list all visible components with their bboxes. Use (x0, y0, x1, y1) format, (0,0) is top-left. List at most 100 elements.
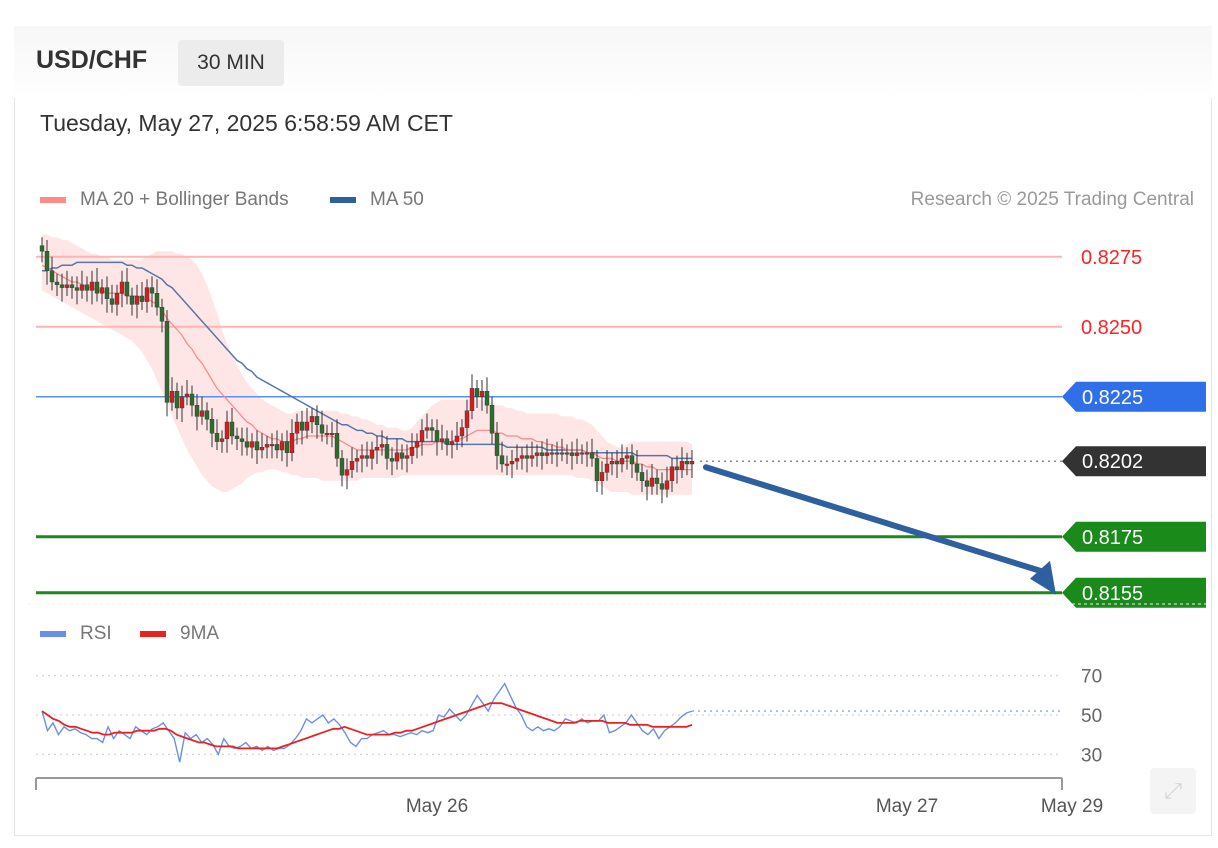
candle-body (649, 477, 655, 487)
level-label: 0.8275 (1081, 247, 1142, 269)
candle-body (404, 455, 410, 459)
legend-9ma: 9MA (140, 623, 219, 645)
candle-body (569, 452, 575, 456)
candle-body (394, 452, 400, 462)
candle-body (104, 287, 110, 300)
ma50-label: MA 50 (370, 189, 424, 210)
candle-body (309, 416, 315, 423)
level-tag (1062, 521, 1206, 552)
candle-body (224, 421, 230, 439)
candle-body (659, 483, 665, 490)
candle-body (579, 452, 585, 455)
candle-body (174, 391, 180, 409)
candle-body (564, 452, 570, 455)
level-label: 0.8175 (1082, 527, 1143, 549)
candle-body (284, 441, 290, 454)
forecast-arrow-head (1030, 560, 1056, 595)
candle-body (574, 452, 580, 456)
candle-body (374, 447, 380, 451)
level-label: 0.8155 (1082, 583, 1143, 605)
candle-body (474, 388, 480, 397)
candle-body (269, 444, 275, 447)
candle-body (559, 452, 565, 455)
symbol-title: USD/CHF (36, 46, 148, 74)
timeframe-button[interactable]: 30 MIN (178, 40, 284, 86)
candle-body (509, 461, 515, 465)
candle-body (189, 393, 195, 406)
candle-body (304, 421, 310, 431)
candle-body (179, 396, 185, 409)
research-credit: Research © 2025 Trading Central (910, 189, 1194, 210)
candle-body (139, 295, 145, 302)
level-label: 0.8202 (1082, 451, 1143, 473)
timeframe-label: 30 MIN (197, 51, 265, 74)
candle-body (194, 405, 200, 417)
candle-body (89, 281, 95, 291)
candle-body (639, 472, 645, 481)
ma50-swatch (330, 197, 356, 203)
candle-body (429, 427, 435, 431)
candle-body (414, 441, 420, 448)
candle-body (289, 433, 295, 454)
expand-button[interactable]: ⤢ (1150, 768, 1196, 814)
rsi-swatch (40, 631, 66, 637)
candle-body (74, 287, 80, 291)
legend-rsi: RSI (40, 623, 112, 645)
candle-body (109, 298, 115, 305)
candle-body (209, 419, 215, 434)
candle-body (49, 270, 55, 283)
candle-body (479, 391, 485, 398)
candle-body (399, 452, 405, 459)
candle-body (634, 463, 640, 473)
candle-body (589, 452, 595, 459)
chart-datetime: Tuesday, May 27, 2025 6:58:59 AM CET (40, 110, 453, 136)
candle-body (379, 444, 385, 448)
ma20-label: MA 20 + Bollinger Bands (80, 189, 289, 210)
candle-body (469, 388, 475, 411)
level-tag (1062, 381, 1206, 412)
ma9-line (41, 702, 693, 750)
candle-body (159, 307, 165, 322)
candle-body (314, 416, 320, 425)
candle-body (254, 441, 260, 451)
candle-body (344, 469, 350, 476)
candle-body (679, 461, 685, 470)
candle-body (299, 421, 305, 431)
candle-body (69, 284, 75, 288)
candle-body (444, 438, 450, 445)
candle-body (624, 455, 630, 459)
candle-body (114, 293, 120, 305)
candle-body (544, 452, 550, 456)
candle-body (369, 449, 375, 459)
candle-body (274, 444, 280, 451)
level-tag (1062, 577, 1206, 608)
candle-body (609, 461, 615, 465)
candle-body (54, 281, 60, 285)
candle-body (234, 435, 240, 439)
candle-body (424, 427, 430, 431)
candle-body (434, 430, 440, 442)
bollinger-band (42, 234, 692, 495)
rsi-tick-label: 30 (1081, 745, 1102, 766)
candle-body (489, 405, 495, 434)
candle-body (629, 455, 635, 465)
candle-body (244, 441, 250, 448)
candle-body (249, 441, 255, 448)
candle-body (514, 458, 520, 462)
candle-body (294, 421, 300, 434)
candle-body (484, 391, 490, 406)
candle-body (144, 287, 150, 302)
candle-body (409, 447, 415, 456)
x-tick-label: May 27 (876, 796, 938, 817)
candle-body (204, 410, 210, 420)
candle-body (524, 455, 530, 459)
candle-body (84, 284, 90, 291)
candle-body (689, 461, 695, 465)
candle-body (279, 441, 285, 451)
candle-body (44, 250, 50, 271)
candle-body (199, 410, 205, 417)
candle-body (354, 458, 360, 462)
candle-body (359, 455, 365, 459)
candle-body (319, 424, 325, 434)
